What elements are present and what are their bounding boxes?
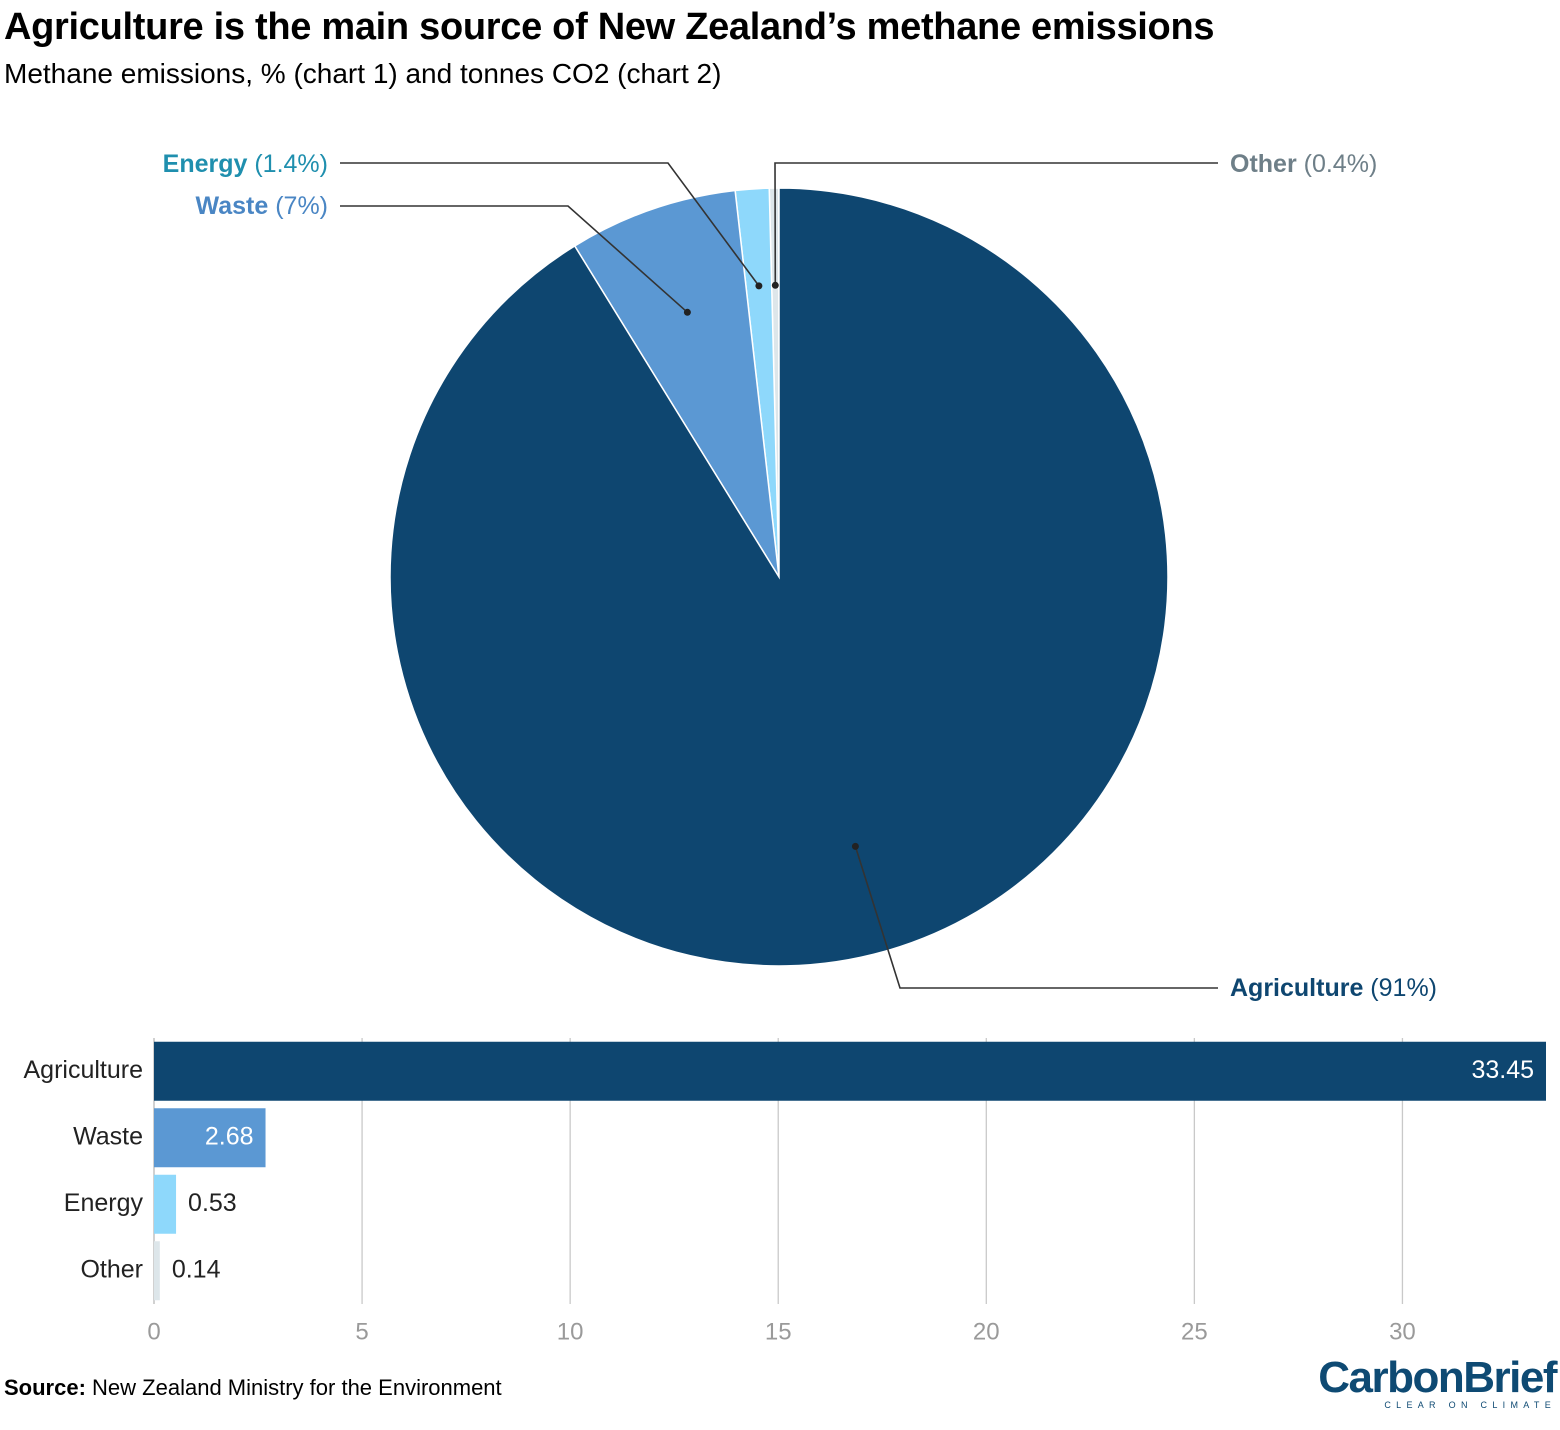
- value-label-agriculture: 33.45: [1471, 1056, 1534, 1084]
- bar-agriculture: [154, 1041, 1546, 1101]
- source-text: New Zealand Ministry for the Environment: [92, 1375, 502, 1400]
- x-tick-label-20: 20: [973, 1318, 1000, 1345]
- pie-label-pct-waste: (7%): [268, 192, 328, 220]
- category-label-energy: Energy: [64, 1189, 144, 1217]
- pie-label-energy: Energy (1.4%): [163, 150, 328, 178]
- chart-title: Agriculture is the main source of New Ze…: [4, 6, 1215, 48]
- pie-slice-waste: [573, 189, 780, 578]
- pie-label-other: Other (0.4%): [1230, 150, 1377, 178]
- value-label-waste: 2.68: [205, 1122, 254, 1150]
- x-tick-label-15: 15: [765, 1318, 792, 1345]
- pie-label-name-agriculture: Agriculture: [1230, 974, 1363, 1002]
- pie-chart: Other (0.4%) Energy (1.4%) Waste (7%) Agric…: [163, 150, 1437, 1002]
- leader-dot-waste: [683, 308, 691, 316]
- leader-line-agriculture: [854, 846, 1218, 989]
- bar-energy: [154, 1174, 177, 1234]
- category-label-agriculture: Agriculture: [24, 1056, 144, 1084]
- bar-chart: 0 5 10 15 20 25 30 Agriculture 33.45 Waste 2.68 Ene…: [24, 1038, 1546, 1345]
- leader-line-energy: [340, 162, 760, 287]
- source-label: Source:: [4, 1375, 86, 1400]
- pie-label-pct-other: (0.4%): [1297, 150, 1378, 178]
- charts-canvas: Other (0.4%) Energy (1.4%) Waste (7%) Agric…: [24, 150, 1546, 1345]
- category-label-waste: Waste: [73, 1122, 143, 1150]
- leader-dot-agriculture: [851, 842, 859, 850]
- pie-label-agriculture: Agriculture (91%): [1230, 974, 1437, 1002]
- logo-wordmark: CarbonBrief: [1318, 1353, 1557, 1402]
- pie-label-pct-energy: (1.4%): [247, 150, 328, 178]
- x-tick-label-10: 10: [557, 1318, 584, 1345]
- carbonbrief-logo: CarbonBrief CLEAR ON CLIMATE: [1318, 1353, 1557, 1411]
- leader-dot-energy: [755, 282, 763, 290]
- pie-label-name-other: Other: [1230, 150, 1297, 178]
- bar-other: [154, 1241, 160, 1301]
- chart-subtitle: Methane emissions, % (chart 1) and tonne…: [4, 58, 722, 89]
- bar-waste: [154, 1108, 266, 1168]
- value-label-energy: 0.53: [188, 1189, 237, 1217]
- x-tick-label-30: 30: [1389, 1318, 1416, 1345]
- source-note: Source: New Zealand Ministry for the Env…: [4, 1375, 502, 1401]
- pie-label-pct-agriculture: (91%): [1363, 974, 1437, 1002]
- pie-label-waste: Waste (7%): [196, 192, 328, 220]
- pie-label-name-waste: Waste: [196, 192, 269, 220]
- category-label-other: Other: [80, 1255, 143, 1283]
- x-tick-label-25: 25: [1181, 1318, 1208, 1345]
- leader-line-other: [774, 162, 1218, 286]
- pie-label-name-energy: Energy: [163, 150, 248, 178]
- logo-tagline: CLEAR ON CLIMATE: [1384, 1400, 1556, 1410]
- x-tick-label-5: 5: [355, 1318, 368, 1345]
- pie-slice-agriculture: [389, 187, 1169, 967]
- leader-dot-other: [771, 281, 779, 289]
- leader-line-waste: [340, 205, 688, 313]
- value-label-other: 0.14: [172, 1255, 221, 1283]
- x-tick-label-0: 0: [147, 1318, 160, 1345]
